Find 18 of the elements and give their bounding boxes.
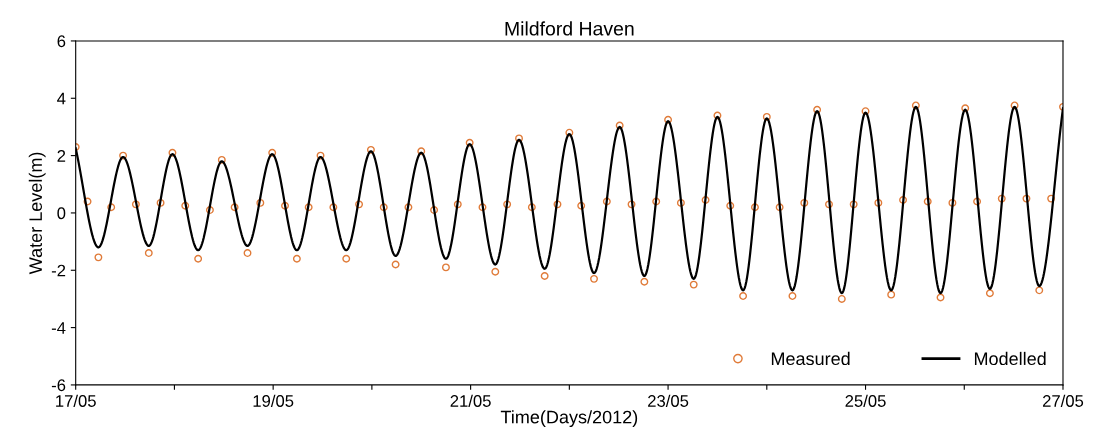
x-tick-label: 17/05 bbox=[56, 394, 96, 407]
y-tick-label: 2 bbox=[57, 150, 66, 162]
x-axis-title: Time(Days/2012) bbox=[500, 410, 638, 428]
chart-title: Mildford Haven bbox=[505, 21, 634, 36]
x-tick-label: 27/05 bbox=[1042, 394, 1084, 407]
x-tick-label: 21/05 bbox=[450, 394, 491, 407]
y-axis-title: Water Level(m) bbox=[28, 152, 46, 275]
x-tick-label: 25/05 bbox=[845, 394, 886, 407]
legend-label: Measured bbox=[771, 351, 850, 366]
y-tick-label: -6 bbox=[51, 379, 66, 392]
x-tick-label: 19/05 bbox=[253, 394, 294, 407]
y-tick-label: -4 bbox=[51, 322, 66, 334]
legend-label: Modelled bbox=[974, 351, 1046, 366]
y-tick-label: 4 bbox=[57, 92, 66, 105]
x-tick-label: 23/05 bbox=[648, 394, 689, 407]
y-tick-label: 0 bbox=[57, 207, 66, 220]
y-tick-label: -2 bbox=[51, 264, 66, 277]
y-tick-label: 6 bbox=[57, 35, 66, 48]
